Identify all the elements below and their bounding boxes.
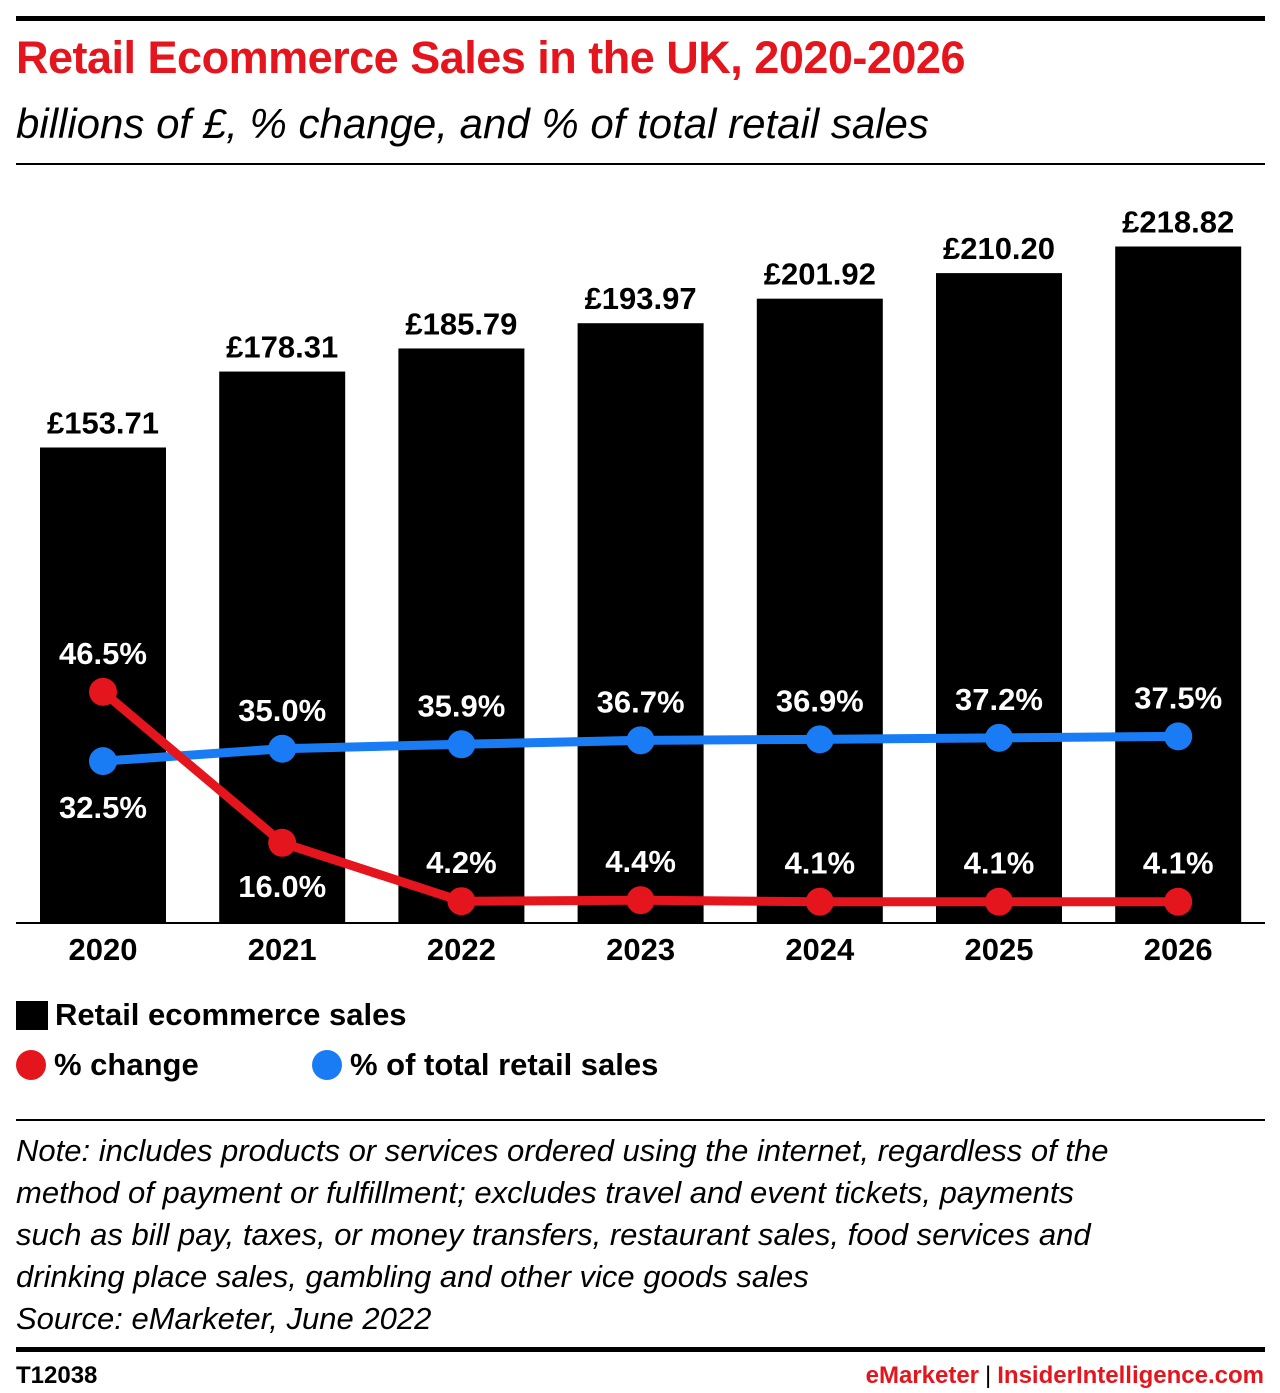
chart-id: T12038 — [16, 1362, 98, 1389]
pct-total-point — [1164, 722, 1193, 751]
legend-swatch-pct-change — [16, 1050, 46, 1080]
pct-change-point — [985, 887, 1013, 916]
legend-label-pct-total: % of total retail sales — [350, 1047, 659, 1082]
bar-value-label: £178.31 — [226, 330, 338, 365]
bar-value-label: £218.82 — [1122, 205, 1234, 240]
bar — [756, 298, 883, 922]
pct-total-point — [89, 747, 117, 776]
brand-emarketer: eMarketer — [865, 1362, 980, 1389]
pct-change-point — [89, 677, 117, 706]
chart-title: Retail Ecommerce Sales in the UK, 2020-2… — [16, 32, 966, 83]
legend-swatch-bars — [16, 1000, 48, 1030]
bar — [936, 273, 1062, 922]
pct-change-label: 46.5% — [59, 636, 147, 671]
pct-total-point — [268, 734, 297, 763]
pct-change-point — [805, 887, 834, 916]
pct-total-label: 37.2% — [955, 682, 1043, 717]
note-line: Note: includes products or services orde… — [16, 1133, 1109, 1168]
footer-rule — [16, 1347, 1265, 1352]
header-divider — [16, 163, 1265, 165]
x-tick-label: 2022 — [427, 932, 496, 967]
pct-total-label: 35.9% — [417, 688, 505, 723]
note-line: drinking place sales, gambling and other… — [16, 1259, 809, 1294]
bar — [398, 348, 525, 922]
pct-change-label: 4.1% — [964, 846, 1035, 881]
bar-value-label: £153.71 — [47, 405, 159, 440]
pct-total-point — [447, 730, 476, 759]
note-line: method of payment or fulfillment; exclud… — [16, 1175, 1074, 1210]
bar-value-label: £185.79 — [405, 306, 517, 341]
x-tick-label: 2021 — [248, 932, 317, 967]
x-tick-label: 2026 — [1144, 932, 1213, 967]
top-rule — [16, 16, 1265, 21]
note-source: Source: eMarketer, June 2022 — [16, 1301, 432, 1336]
brand-insider-intelligence: InsiderIntelligence.com — [997, 1362, 1264, 1389]
bar — [1115, 246, 1242, 922]
pct-change-label: 4.4% — [605, 844, 676, 879]
pct-total-point — [626, 726, 655, 755]
pct-change-label: 4.1% — [784, 846, 855, 881]
legend-label-pct-change: % change — [54, 1047, 199, 1082]
pct-total-label: 37.5% — [1134, 680, 1222, 715]
bar-value-label: £210.20 — [943, 231, 1055, 266]
legend-item-pct-change: % change — [16, 1047, 199, 1083]
x-tick-label: 2025 — [965, 932, 1034, 967]
chart-area: £153.71 £178.31 £185.79 £193.97 £201.92 £210.… — [16, 205, 1265, 967]
bar-value-label: £201.92 — [764, 257, 876, 292]
x-tick-label: 2023 — [606, 932, 675, 967]
legend-item-pct-total: % of total retail sales — [312, 1047, 658, 1083]
pct-change-label: 4.1% — [1143, 846, 1214, 881]
pct-change-point — [447, 887, 476, 916]
chart-note: Note: includes products or services orde… — [16, 1130, 1266, 1340]
pct-total-label: 35.0% — [238, 693, 326, 728]
chart-subtitle: billions of £, % change, and % of total … — [16, 100, 929, 147]
pct-total-point — [805, 725, 834, 754]
legend-swatch-pct-total — [312, 1050, 342, 1080]
x-tick-label: 2020 — [69, 932, 138, 967]
legend-label-bars: Retail ecommerce sales — [55, 997, 407, 1032]
pct-change-point — [626, 886, 655, 915]
pct-total-label: 36.7% — [597, 684, 685, 719]
pct-change-point — [1164, 887, 1193, 916]
x-tick-label: 2024 — [785, 932, 855, 967]
legend-item-bars: Retail ecommerce sales — [16, 997, 407, 1033]
note-line: such as bill pay, taxes, or money transf… — [16, 1217, 1091, 1252]
pct-total-label: 36.9% — [776, 683, 864, 718]
pct-total-point — [985, 723, 1013, 752]
footer-brand: eMarketer | InsiderIntelligence.com — [866, 1362, 1264, 1390]
pct-change-point — [268, 828, 297, 857]
pct-change-label: 4.2% — [426, 845, 497, 880]
brand-separator: | — [985, 1362, 992, 1389]
note-divider — [16, 1119, 1265, 1121]
bar-value-label: £193.97 — [585, 281, 697, 316]
pct-change-label: 16.0% — [238, 869, 326, 904]
pct-total-label: 32.5% — [59, 790, 147, 825]
bar — [577, 323, 704, 922]
